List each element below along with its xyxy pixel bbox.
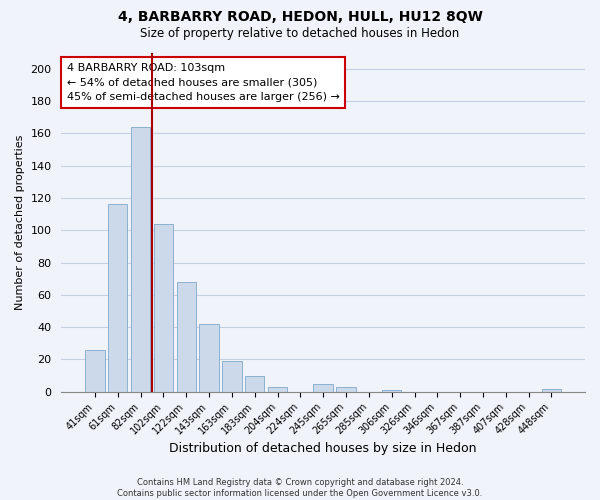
Y-axis label: Number of detached properties: Number of detached properties	[15, 134, 25, 310]
Bar	[245, 376, 265, 392]
Bar	[199, 324, 219, 392]
Bar	[108, 204, 127, 392]
Text: Size of property relative to detached houses in Hedon: Size of property relative to detached ho…	[140, 28, 460, 40]
Text: 4 BARBARRY ROAD: 103sqm
← 54% of detached houses are smaller (305)
45% of semi-d: 4 BARBARRY ROAD: 103sqm ← 54% of detache…	[67, 62, 340, 102]
Bar	[542, 388, 561, 392]
Bar	[131, 127, 150, 392]
Bar	[222, 361, 242, 392]
Bar	[154, 224, 173, 392]
Text: 4, BARBARRY ROAD, HEDON, HULL, HU12 8QW: 4, BARBARRY ROAD, HEDON, HULL, HU12 8QW	[118, 10, 482, 24]
Bar	[176, 282, 196, 392]
Bar	[337, 387, 356, 392]
Bar	[85, 350, 104, 392]
Bar	[268, 387, 287, 392]
Bar	[313, 384, 333, 392]
Text: Contains HM Land Registry data © Crown copyright and database right 2024.
Contai: Contains HM Land Registry data © Crown c…	[118, 478, 482, 498]
X-axis label: Distribution of detached houses by size in Hedon: Distribution of detached houses by size …	[169, 442, 477, 455]
Bar	[382, 390, 401, 392]
